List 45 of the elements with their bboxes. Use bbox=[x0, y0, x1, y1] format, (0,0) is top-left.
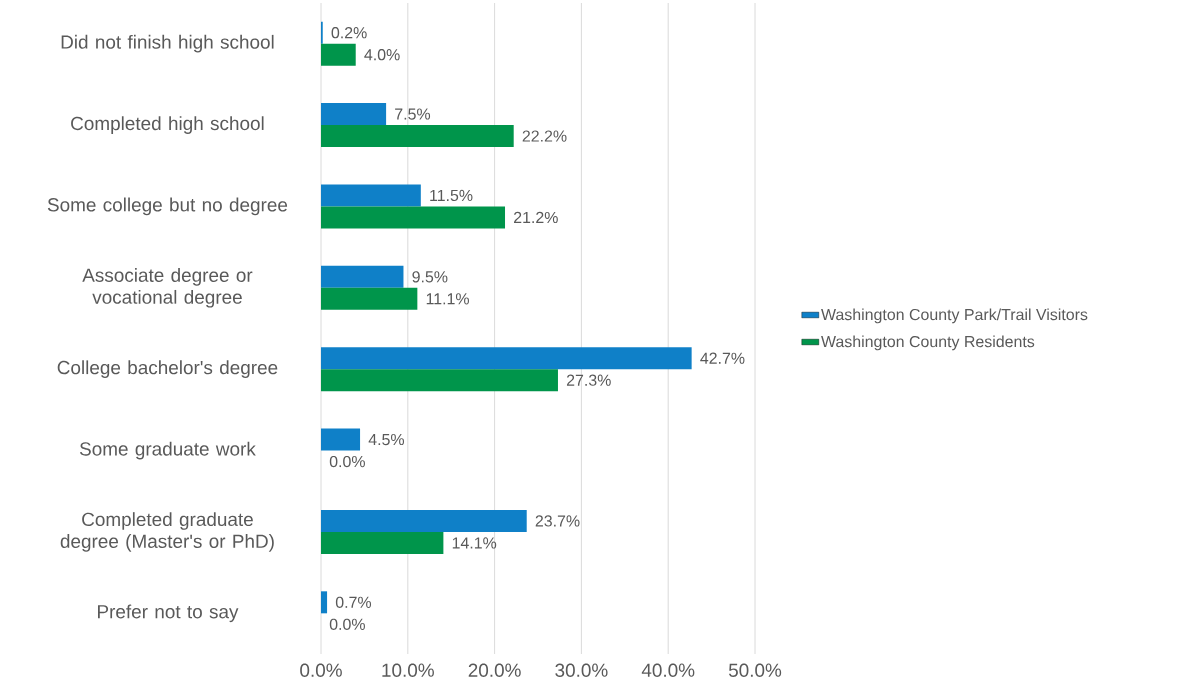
x-tick-label: 50.0% bbox=[728, 663, 782, 677]
data-label: 11.5% bbox=[430, 189, 473, 202]
bar bbox=[321, 184, 421, 207]
data-label: 14.1% bbox=[452, 537, 497, 549]
y-tick-label: Completed graduate degree (Master's or PhD) bbox=[60, 512, 274, 552]
bar bbox=[321, 428, 361, 451]
bar bbox=[321, 43, 356, 66]
x-tick-label: 30.0% bbox=[555, 663, 608, 677]
bar bbox=[321, 287, 418, 310]
data-label: 23.7% bbox=[535, 515, 580, 527]
data-label: 0.0% bbox=[329, 455, 365, 468]
y-tick-label: Associate degree or vocational degree bbox=[82, 268, 253, 308]
y-tick-label: Did not finish high school bbox=[61, 34, 274, 53]
bar bbox=[321, 206, 506, 229]
bar bbox=[321, 265, 404, 288]
data-label: 27.3% bbox=[566, 374, 611, 386]
data-label: 0.0% bbox=[329, 618, 365, 630]
x-tick-label: 40.0% bbox=[641, 663, 695, 677]
x-tick-label: 10.0% bbox=[382, 663, 434, 677]
y-tick-label: Some college but no degree bbox=[47, 197, 288, 216]
data-label: 7.5% bbox=[395, 108, 431, 120]
data-label: 22.2% bbox=[522, 130, 567, 142]
data-label: 9.5% bbox=[412, 271, 448, 283]
data-label: 4.0% bbox=[364, 49, 400, 61]
x-tick-label: 20.0% bbox=[468, 663, 521, 677]
data-label: 42.7% bbox=[700, 352, 745, 364]
data-label: 0.7% bbox=[335, 596, 372, 608]
data-label: 21.2% bbox=[514, 211, 558, 224]
y-tick-label: Completed high school bbox=[71, 116, 264, 134]
y-tick-label: Prefer not to say bbox=[98, 604, 239, 623]
x-tick-label: 0.0% bbox=[300, 663, 342, 677]
y-tick-label: Some graduate work bbox=[79, 441, 256, 460]
y-tick-label: College bachelor's degree bbox=[57, 360, 278, 379]
bar bbox=[321, 531, 444, 554]
bar bbox=[321, 103, 387, 126]
data-label: 11.1% bbox=[426, 293, 469, 305]
legend-label: Washington County Park/Trail Visitors bbox=[821, 308, 1088, 324]
bar bbox=[321, 509, 527, 532]
data-label: 4.5% bbox=[368, 433, 405, 446]
bar bbox=[321, 125, 514, 148]
bar bbox=[321, 347, 692, 370]
bar bbox=[321, 369, 558, 392]
legend-label: Washington County Residents bbox=[821, 335, 1035, 351]
bar bbox=[321, 591, 328, 614]
data-label: 0.2% bbox=[331, 27, 367, 39]
